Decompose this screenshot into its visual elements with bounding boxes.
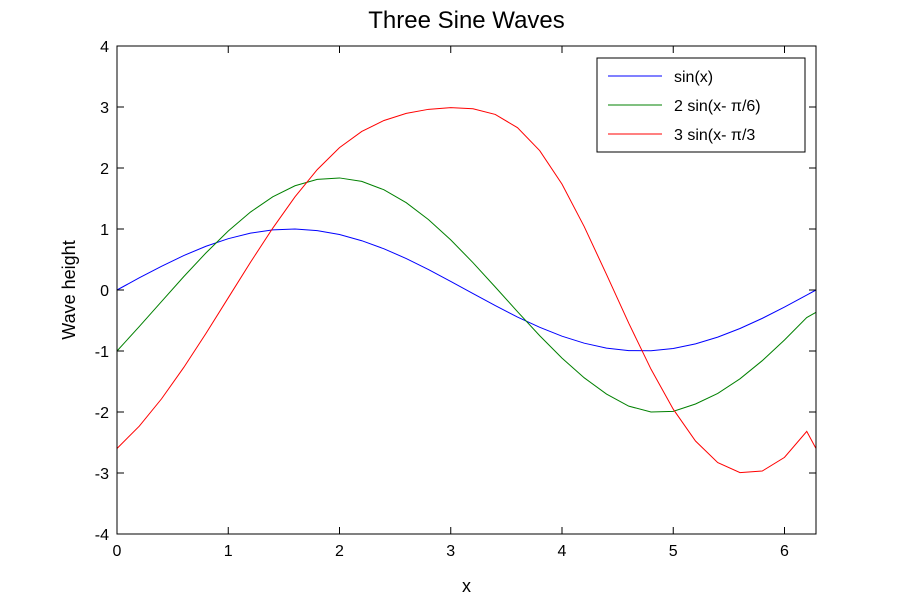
x-tick-label: 0 <box>113 543 122 560</box>
series-line-2 <box>116 177 817 413</box>
y-tick-label: 2 <box>100 161 109 178</box>
x-tick-label: 3 <box>446 543 455 560</box>
legend: sin(x) 2 sin(x- π/6) 3 sin(x- π/3 <box>596 57 806 153</box>
x-tick-label: 2 <box>335 543 344 560</box>
y-tick-label: 3 <box>100 100 109 117</box>
y-tick-label: -2 <box>95 405 109 422</box>
legend-label: sin(x) <box>674 69 713 86</box>
series-line-3 <box>116 107 817 474</box>
legend-label: 2 sin(x- π/6) <box>674 98 761 115</box>
y-tick-label: 1 <box>100 222 109 239</box>
y-tick-label: 4 <box>100 39 109 56</box>
x-tick-label: 6 <box>780 543 789 560</box>
y-tick-label: -3 <box>95 466 109 483</box>
series-line-1 <box>116 228 817 352</box>
y-axis-title: Wave height <box>59 240 79 339</box>
x-tick-label: 5 <box>669 543 678 560</box>
y-tick-label: -4 <box>95 527 109 544</box>
ticks-layer: 0 1 2 3 4 5 6 -4 -3 -2 -1 0 1 2 3 4 <box>95 39 816 560</box>
x-axis-title: x <box>462 576 471 596</box>
y-tick-label: 0 <box>100 283 109 300</box>
x-tick-label: 1 <box>224 543 233 560</box>
series-layer <box>116 107 817 474</box>
x-tick-label: 4 <box>558 543 567 560</box>
y-tick-label: -1 <box>95 344 109 361</box>
legend-label: 3 sin(x- π/3 <box>674 127 755 144</box>
chart-title: Three Sine Waves <box>368 7 565 34</box>
